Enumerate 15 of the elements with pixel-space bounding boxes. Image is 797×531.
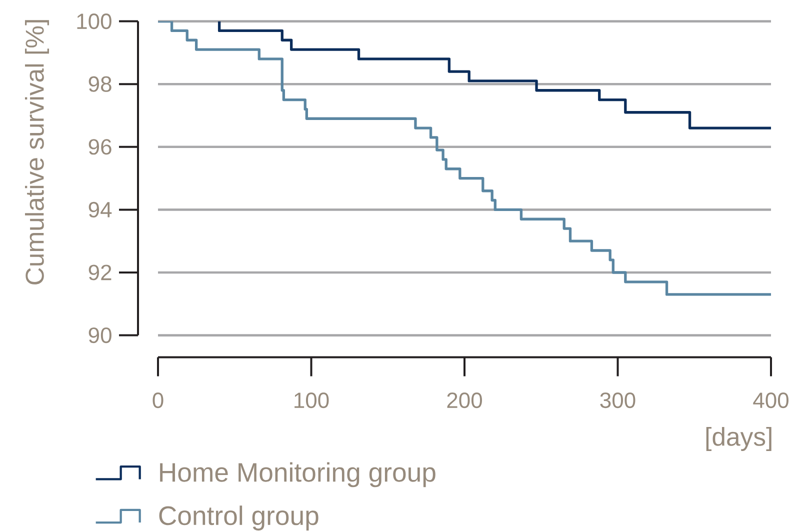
y-axis-title: Cumulative survival [%] (25, 20, 49, 284)
y-tick-label: 96 (88, 139, 112, 155)
x-tick-label: 300 (600, 392, 636, 408)
y-tick-label: 100 (77, 14, 112, 30)
y-tick-label: 90 (88, 327, 112, 344)
y-tick-label: 94 (88, 202, 112, 218)
x-tick-label: 200 (447, 392, 482, 408)
legend-label: Home Monitoring group (160, 462, 436, 488)
legend-label: Control group (159, 506, 318, 530)
y-tick-label: 98 (88, 76, 112, 92)
x-tick-label: 0 (152, 392, 164, 408)
x-tick-label: 100 (294, 392, 329, 408)
x-axis-title: [days] (706, 427, 772, 451)
y-tick-label: 92 (88, 264, 112, 280)
x-tick-label: 400 (753, 392, 788, 408)
